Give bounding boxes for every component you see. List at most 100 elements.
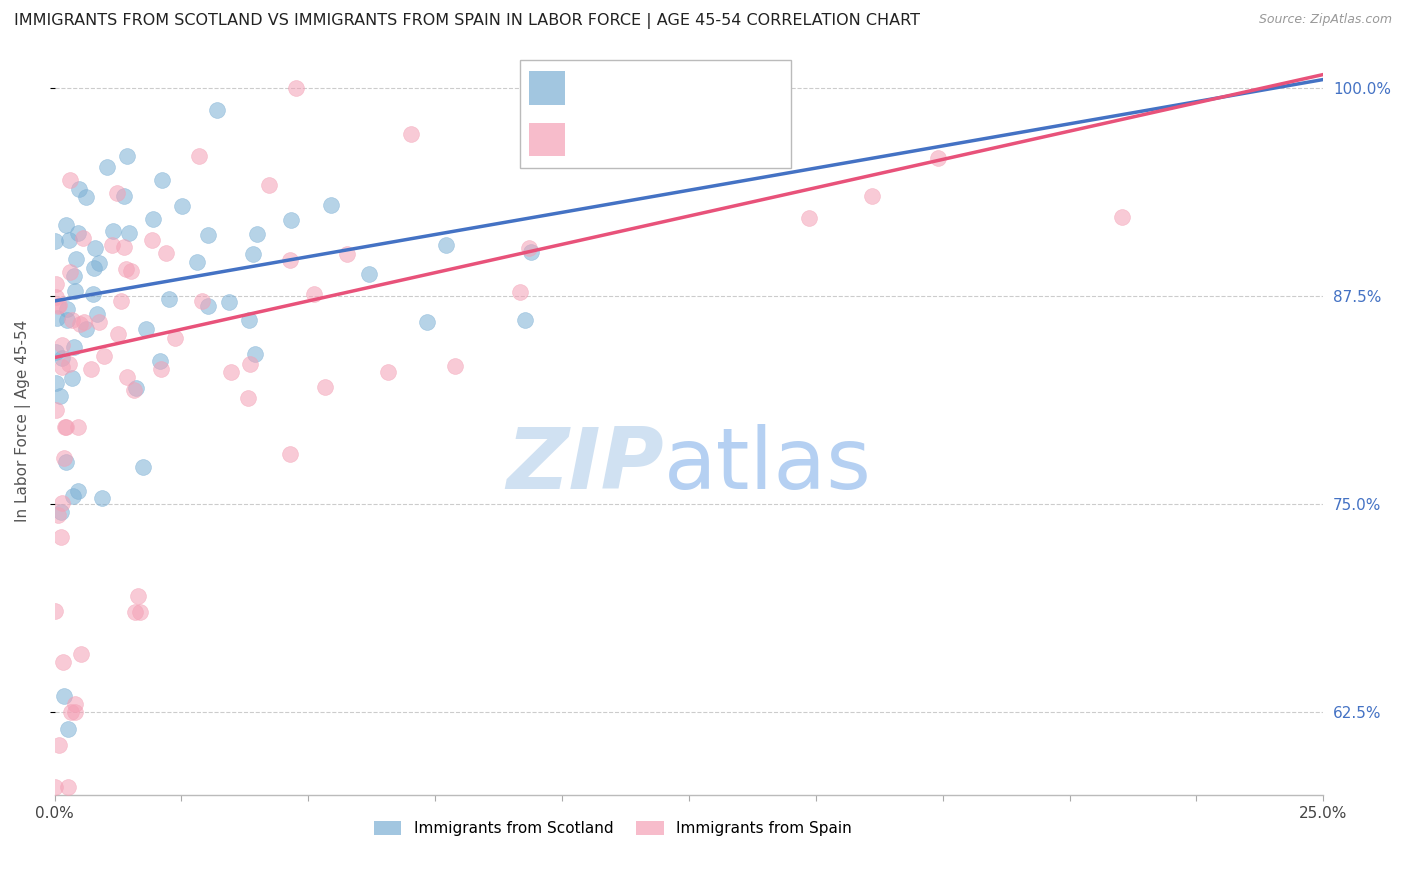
Point	[91, 491, 114, 505]
Point	[55, 420, 77, 434]
Point	[191, 293, 214, 308]
Point	[45, 277, 67, 292]
Text: IMMIGRANTS FROM SCOTLAND VS IMMIGRANTS FROM SPAIN IN LABOR FORCE | AGE 45-54 COR: IMMIGRANTS FROM SCOTLAND VS IMMIGRANTS F…	[14, 13, 920, 29]
Point	[434, 238, 457, 252]
Point	[416, 314, 439, 328]
Point	[115, 369, 138, 384]
Point	[135, 322, 157, 336]
Point	[159, 292, 181, 306]
Point	[513, 313, 536, 327]
Point	[49, 529, 72, 543]
Point	[72, 315, 94, 329]
Point	[278, 252, 301, 267]
Point	[238, 391, 260, 405]
Point	[197, 299, 219, 313]
Point	[75, 190, 97, 204]
Y-axis label: In Labor Force | Age 45-54: In Labor Force | Age 45-54	[15, 319, 31, 522]
Point	[67, 226, 90, 240]
Point	[63, 284, 86, 298]
Point	[53, 689, 76, 703]
Point	[357, 268, 380, 282]
Point	[63, 705, 86, 719]
Point	[83, 261, 105, 276]
Point	[131, 460, 153, 475]
Point	[51, 359, 73, 374]
Point	[48, 739, 70, 753]
Point	[246, 227, 269, 242]
Point	[170, 199, 193, 213]
Point	[218, 294, 240, 309]
Point	[149, 354, 172, 368]
Point	[48, 298, 70, 312]
Text: Source: ZipAtlas.com: Source: ZipAtlas.com	[1258, 13, 1392, 27]
Point	[927, 152, 949, 166]
Text: atlas: atlas	[664, 425, 872, 508]
Point	[197, 227, 219, 242]
Point	[319, 198, 342, 212]
Point	[63, 269, 86, 284]
Point	[257, 178, 280, 192]
Point	[49, 389, 72, 403]
Point	[165, 331, 187, 345]
Point	[96, 161, 118, 175]
Point	[186, 254, 208, 268]
Point	[75, 322, 97, 336]
Point	[149, 362, 172, 376]
Point	[280, 213, 302, 227]
Point	[112, 189, 135, 203]
Point	[860, 189, 883, 203]
Point	[44, 780, 66, 794]
Point	[58, 358, 80, 372]
Point	[101, 224, 124, 238]
Point	[127, 589, 149, 603]
Point	[245, 347, 267, 361]
Point	[89, 315, 111, 329]
Point	[238, 313, 260, 327]
Point	[112, 240, 135, 254]
Point	[69, 647, 91, 661]
Point	[155, 246, 177, 260]
Point	[399, 127, 422, 141]
Point	[87, 256, 110, 270]
Point	[55, 420, 77, 434]
Point	[59, 173, 82, 187]
Point	[56, 780, 79, 794]
Point	[101, 237, 124, 252]
Point	[60, 312, 83, 326]
Point	[115, 149, 138, 163]
Point	[58, 265, 80, 279]
Point	[45, 376, 67, 390]
Point	[45, 290, 67, 304]
Point	[278, 447, 301, 461]
Point	[69, 317, 91, 331]
Point	[128, 605, 150, 619]
Point	[72, 230, 94, 244]
Point	[86, 307, 108, 321]
Point	[82, 286, 104, 301]
Point	[517, 241, 540, 255]
Point	[107, 327, 129, 342]
Point	[141, 233, 163, 247]
Point	[80, 361, 103, 376]
Point	[110, 294, 132, 309]
Point	[51, 338, 73, 352]
Point	[52, 655, 75, 669]
Point	[56, 302, 79, 317]
Point	[336, 247, 359, 261]
Point	[377, 365, 399, 379]
Point	[125, 381, 148, 395]
Point	[150, 173, 173, 187]
Point	[509, 285, 531, 299]
Point	[63, 340, 86, 354]
Point	[219, 365, 242, 379]
Point	[188, 149, 211, 163]
Legend: Immigrants from Scotland, Immigrants from Spain: Immigrants from Scotland, Immigrants fro…	[374, 822, 852, 837]
Point	[66, 483, 89, 498]
Point	[302, 287, 325, 301]
Point	[48, 508, 70, 522]
Point	[205, 103, 228, 117]
Point	[51, 496, 73, 510]
Point	[93, 349, 115, 363]
Point	[44, 604, 66, 618]
Point	[118, 226, 141, 240]
